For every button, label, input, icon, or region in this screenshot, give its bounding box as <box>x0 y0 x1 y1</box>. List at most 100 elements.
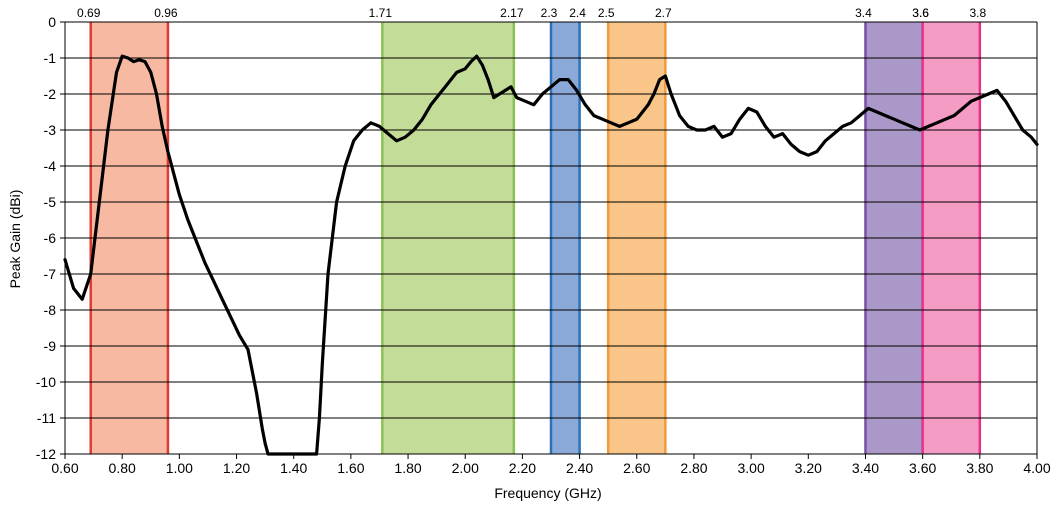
y-tick-label: -1 <box>44 50 57 66</box>
data-point <box>532 103 536 107</box>
band-2-start-label: 2.3 <box>541 6 558 20</box>
data-point <box>315 452 318 456</box>
data-point <box>849 121 853 125</box>
data-point <box>120 55 124 58</box>
data-point <box>438 92 441 96</box>
x-tick-label: 3.60 <box>909 460 936 476</box>
data-point <box>892 118 896 121</box>
data-point <box>132 60 135 63</box>
data-point <box>63 258 67 261</box>
data-point <box>255 391 258 394</box>
axes <box>64 22 1038 455</box>
data-point <box>126 56 130 60</box>
data-point <box>575 89 578 92</box>
data-point <box>927 125 930 128</box>
data-point <box>446 82 450 85</box>
data-point <box>1012 114 1016 117</box>
band-3-start-label: 2.5 <box>598 6 615 20</box>
data-point <box>652 92 656 96</box>
data-point <box>592 114 596 117</box>
band-4-start-label: 3.4 <box>855 6 872 20</box>
y-tick-label: -5 <box>44 194 57 210</box>
data-point <box>80 298 84 301</box>
band-5-start-label: 3.6 <box>912 6 929 20</box>
band-5-end-label: 3.8 <box>969 6 986 20</box>
data-point <box>386 132 390 135</box>
x-tick-label: 3.80 <box>966 460 993 476</box>
data-point <box>412 128 415 132</box>
peak-gain-line <box>63 54 1039 456</box>
y-tick-label: -2 <box>44 86 57 102</box>
x-tick-label: 4.00 <box>1023 460 1050 476</box>
data-point <box>89 272 92 276</box>
y-tick-label: -8 <box>44 302 57 318</box>
data-point <box>884 114 887 117</box>
data-point <box>669 92 673 96</box>
data-point <box>609 121 613 125</box>
band-2-end-label: 2.4 <box>569 6 586 20</box>
data-series <box>63 54 1039 456</box>
data-point <box>1030 136 1033 139</box>
data-point <box>978 96 982 99</box>
data-point <box>647 103 650 107</box>
data-point <box>515 96 518 99</box>
x-tick-label: 1.80 <box>394 460 421 476</box>
data-point <box>266 452 270 456</box>
data-point <box>72 287 75 290</box>
data-point <box>858 114 861 117</box>
data-point <box>601 118 604 121</box>
data-point <box>695 128 698 132</box>
data-point <box>824 139 827 142</box>
data-point <box>635 118 638 121</box>
data-point <box>918 128 921 132</box>
data-point <box>712 125 716 128</box>
y-tick-label: -4 <box>44 158 57 174</box>
x-tick-label: 1.60 <box>337 460 364 476</box>
y-tick-label: -11 <box>37 410 56 426</box>
data-point <box>970 100 973 103</box>
data-point <box>98 200 101 204</box>
data-point <box>618 125 621 128</box>
data-point <box>729 132 733 135</box>
x-tick-label: 2.60 <box>623 460 650 476</box>
data-point <box>486 78 490 81</box>
data-point <box>764 125 767 128</box>
data-point <box>841 125 844 128</box>
data-point <box>626 121 630 125</box>
data-point <box>789 143 793 146</box>
data-point <box>498 92 501 96</box>
data-point <box>149 71 152 74</box>
data-point <box>172 172 175 175</box>
data-point <box>755 110 759 114</box>
data-point <box>203 262 207 265</box>
y-tick-labels: 0 -1 -2 -3 -4 -5 -6 -7 -8 -9 -10 -11 -12 <box>36 14 56 462</box>
data-point <box>664 74 667 78</box>
data-point <box>524 100 527 103</box>
x-tick-labels: 0.60 0.80 1.00 1.20 1.40 1.60 1.80 2.00 2.20 2.40… <box>51 454 1051 476</box>
data-point <box>910 125 913 128</box>
x-tick-label: 2.00 <box>452 460 479 476</box>
band-0-start-label: 0.69 <box>77 6 101 20</box>
data-point <box>944 118 947 121</box>
y-tick-label: -10 <box>36 374 56 390</box>
data-point <box>115 71 118 74</box>
data-point <box>815 150 819 153</box>
data-point <box>807 154 810 157</box>
data-point <box>492 96 496 99</box>
data-point <box>469 60 473 63</box>
data-point <box>509 85 513 89</box>
data-point <box>369 121 373 125</box>
data-point <box>421 118 424 121</box>
data-point <box>475 55 478 58</box>
x-tick-label: 3.40 <box>852 460 879 476</box>
data-point <box>678 114 681 117</box>
data-point <box>566 78 570 81</box>
data-point <box>738 118 741 121</box>
y-axis-title: Peak Gain (dBi) <box>7 190 23 289</box>
x-tick-label: 2.80 <box>680 460 707 476</box>
data-point <box>781 132 784 135</box>
data-point <box>229 316 233 319</box>
data-point <box>721 136 724 139</box>
data-point <box>335 200 338 204</box>
